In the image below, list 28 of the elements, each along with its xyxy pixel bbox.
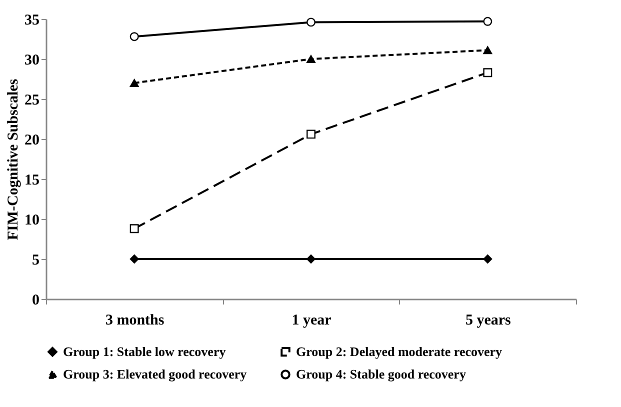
y-tick-label: 0: [32, 292, 40, 308]
point: [306, 254, 316, 264]
y-tick-label: 5: [32, 252, 40, 268]
point: [306, 130, 316, 139]
y-tick-label: 25: [24, 92, 40, 108]
point: [130, 79, 139, 87]
point: [306, 55, 316, 63]
y-tick-label: 10: [24, 212, 40, 228]
point: [483, 46, 492, 54]
y-tick-label: 20: [24, 132, 40, 148]
y-axis-title: FIM-Cognitive Subscales: [6, 78, 22, 240]
y-tick-label: 30: [24, 52, 40, 68]
point: [483, 68, 492, 78]
point: [483, 16, 492, 26]
x-tick-label: 5 years: [465, 312, 512, 328]
x-tick-label: 1 year: [292, 312, 332, 328]
legend-label: Group 3: Elevated good recovery: [63, 366, 248, 382]
point: [483, 254, 492, 264]
legend-label: Group 2: Delayed moderate recovery: [296, 344, 503, 359]
point: [130, 32, 139, 42]
y-tick-label: 15: [24, 172, 40, 188]
legend-label: Group 4: Stable good recovery: [296, 366, 466, 382]
point: [130, 254, 139, 264]
legend-label: Group 1: Stable low recovery: [63, 344, 226, 359]
x-tick-label: 3 months: [105, 312, 164, 328]
point: [130, 224, 139, 234]
y-tick-label: 35: [24, 12, 40, 28]
point: [306, 18, 316, 27]
